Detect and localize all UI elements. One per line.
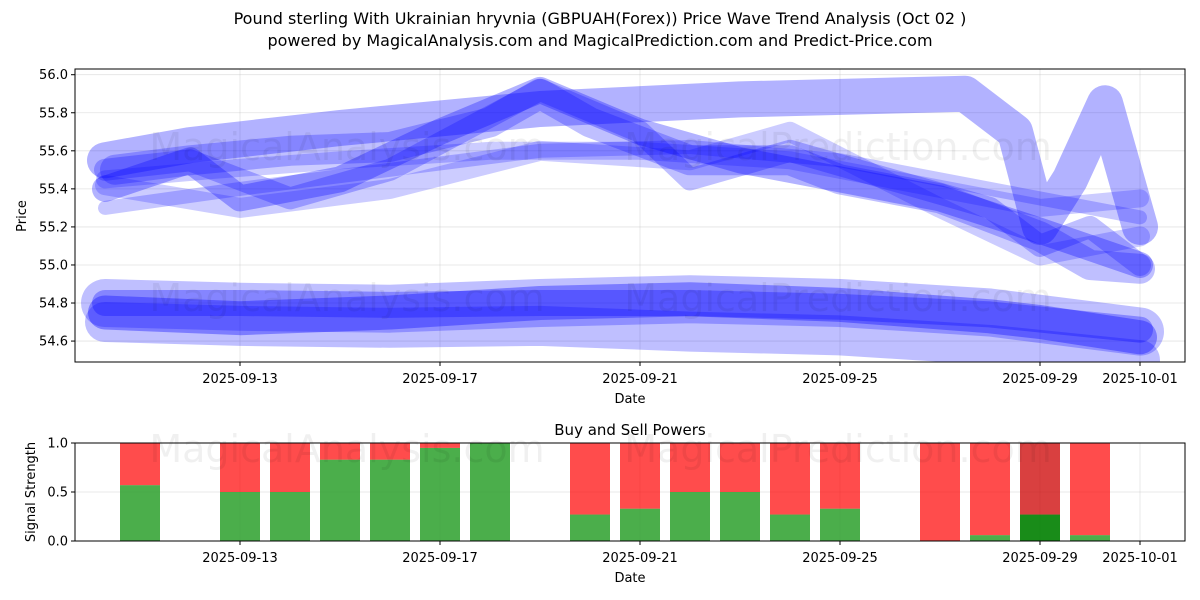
sell-power-bar [420,443,460,448]
price-wave-wave-11 [85,302,1160,362]
price-y-axis-label: Price [15,200,30,232]
price-panel: MagicalAnalysis.com MagicalPrediction.co… [15,68,1186,407]
price-wave-wave-2 [92,76,1153,278]
price-y-tick-label: 56.0 [39,68,68,83]
buy-power-bar [620,508,660,541]
buy-power-bar [120,485,160,541]
sell-power-bar [970,443,1010,536]
watermark-prediction: MagicalPrediction.com [624,276,1052,320]
sell-power-bar [720,443,760,492]
sell-power-bar [620,443,660,509]
price-x-tick-label: 2025-09-17 [402,372,478,387]
price-watermarks: MagicalAnalysis.com MagicalPrediction.co… [149,125,1051,320]
chart-title-line-2: powered by MagicalAnalysis.com and Magic… [267,31,933,50]
buy-power-bar [220,492,260,541]
buy-power-bar [370,459,410,541]
power-y-tick-label: 0.5 [47,486,68,501]
power-panel: Buy and Sell Powers MagicalAnalysis.com … [24,421,1186,586]
price-wave-wave-8 [88,282,1157,355]
power-x-tick-label: 2025-10-01 [1102,551,1178,566]
price-x-axis-label: Date [614,392,645,407]
watermark-prediction: MagicalPrediction.com [624,125,1052,169]
price-plot-frame [74,68,1186,363]
price-wave-wave-10 [81,275,1164,356]
buy-power-bar [1020,514,1060,541]
buy-power-bar [820,508,860,541]
sell-power-bar [370,443,410,460]
price-x-tick-label: 2025-10-01 [1102,372,1178,387]
sell-power-bar [270,443,310,492]
price-x-tick-label: 2025-09-13 [202,372,278,387]
power-x-axis-label: Date [614,571,645,586]
power-x-tick-label: 2025-09-17 [402,551,478,566]
sell-power-bar [1070,443,1110,536]
buy-power-bar [470,443,510,541]
price-wave-wave-7 [100,78,1155,284]
power-y-tick-label: 0.0 [47,535,68,550]
power-watermarks: MagicalAnalysis.com MagicalPrediction.co… [149,427,1051,471]
buy-power-bar [570,514,610,541]
power-x-tick-label: 2025-09-29 [1002,551,1078,566]
sell-power-bar [920,443,960,541]
price-y-tick-label: 55.8 [39,106,68,121]
power-x-axis: 2025-09-13 2025-09-17 2025-09-21 2025-09-25… [202,541,1178,566]
price-wave-wave-9 [92,290,1153,343]
price-y-tick-label: 55.2 [39,220,68,235]
power-y-axis: 0.0 0.5 1.0 [47,437,75,550]
power-chart-title: Buy and Sell Powers [554,421,706,439]
power-x-tick-label: 2025-09-21 [602,551,678,566]
price-x-axis: 2025-09-13 2025-09-17 2025-09-21 2025-09-25… [202,362,1178,387]
power-x-tick-label: 2025-09-25 [802,551,878,566]
price-wave-wave-5 [96,141,1149,217]
price-y-tick-label: 55.6 [39,144,68,159]
buy-power-bar [970,535,1010,541]
sell-power-bar [120,443,160,486]
price-y-tick-label: 54.8 [39,297,68,312]
price-y-tick-label: 55.0 [39,258,68,273]
price-wave-wave-1 [87,75,1158,245]
buy-power-bar [420,447,460,541]
power-y-tick-label: 1.0 [47,437,68,452]
price-wave-wave-4 [98,140,1147,225]
watermark-analysis: MagicalAnalysis.com [149,427,544,471]
sell-power-bar [770,443,810,515]
sell-power-bar [1020,443,1060,515]
sell-power-bar [220,443,260,492]
power-bars [120,443,1110,541]
price-y-axis: 54.6 54.8 55.0 55.2 55.4 55.6 55.8 56.0 [39,68,75,350]
watermark-analysis: MagicalAnalysis.com [149,125,544,169]
price-x-tick-label: 2025-09-25 [802,372,878,387]
buy-power-bar [270,492,310,541]
price-wave-lines [81,75,1164,362]
sell-power-bar [570,443,610,515]
price-wave-wave-6 [95,121,1150,266]
watermark-analysis: MagicalAnalysis.com [149,276,544,320]
price-wave-wave-3 [94,78,1151,276]
price-y-tick-label: 55.4 [39,182,68,197]
sell-power-bar [670,443,710,492]
buy-power-bar [670,492,710,541]
price-x-tick-label: 2025-09-29 [1002,372,1078,387]
price-gridlines [75,69,1185,362]
buy-power-bar [320,459,360,541]
buy-power-bar [770,514,810,541]
chart-title-line-1: Pound sterling With Ukrainian hryvnia (G… [233,9,967,28]
price-y-tick-label: 54.6 [39,335,68,350]
power-x-tick-label: 2025-09-13 [202,551,278,566]
price-x-tick-label: 2025-09-21 [602,372,678,387]
sell-power-bar [320,443,360,460]
buy-power-bar [720,492,760,541]
buy-power-bar [1070,535,1110,541]
watermark-prediction: MagicalPrediction.com [624,427,1052,471]
power-y-axis-label: Signal Strength [24,442,39,542]
sell-power-bar [820,443,860,509]
